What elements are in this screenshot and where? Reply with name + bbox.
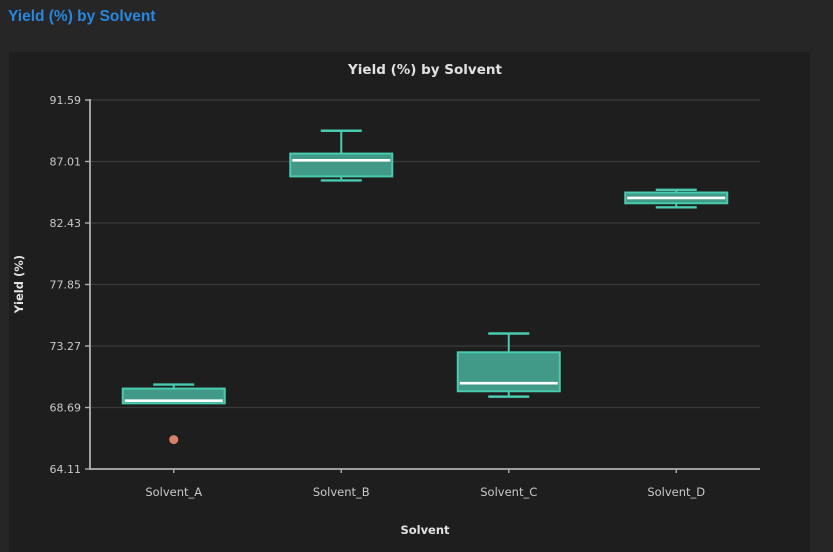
chart-title: Yield (%) by Solvent: [348, 62, 502, 78]
x-tick-label: Solvent_B: [313, 485, 370, 499]
page-title: Yield (%) by Solvent: [8, 8, 156, 25]
x-tick-label: Solvent_A: [145, 485, 202, 499]
x-axis-title: Solvent: [400, 523, 450, 537]
y-tick-label: 73.27: [50, 340, 82, 353]
outlier-point-solvent-a: [169, 435, 179, 445]
y-tick-label: 91.59: [50, 94, 82, 107]
x-tick-label: Solvent_D: [647, 485, 705, 499]
y-tick-label: 77.85: [50, 279, 82, 292]
y-tick-label: 87.01: [50, 156, 82, 169]
x-tick-label: Solvent_C: [480, 485, 537, 499]
y-tick-label: 68.69: [50, 402, 82, 415]
box-solvent-c: [456, 351, 561, 393]
y-tick-label: 64.11: [50, 463, 82, 476]
y-tick-label: 82.43: [50, 217, 82, 230]
box-solvent-b: [289, 152, 394, 178]
